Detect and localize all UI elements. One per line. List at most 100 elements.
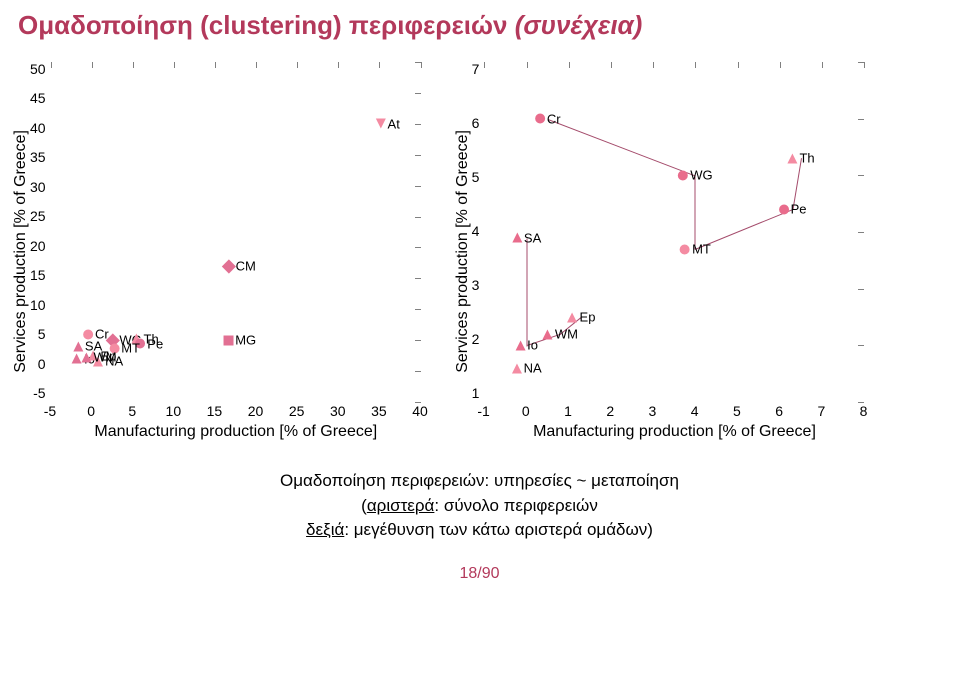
connector-segment bbox=[548, 119, 696, 177]
left-plot-area: AtCMMGCrWGThPeSAMTIoNAEpWM bbox=[50, 61, 422, 403]
right-plot-area: Cr WG Th Pe MT SA EpWM Io NA bbox=[483, 61, 865, 403]
x-tick-label: 7 bbox=[817, 403, 825, 419]
x-tick-label: 15 bbox=[207, 403, 223, 419]
data-point-label: CM bbox=[234, 259, 256, 274]
x-tick-label: 8 bbox=[860, 403, 868, 419]
data-point-label: NA bbox=[522, 361, 542, 376]
caption-line3-ul: δεξιά bbox=[306, 520, 344, 539]
data-point-label: WM bbox=[553, 327, 578, 342]
y-tick-label: 35 bbox=[30, 149, 46, 165]
marker-icon bbox=[512, 363, 522, 373]
left-y-axis-label: Services production [% of Greece] bbox=[10, 130, 30, 373]
marker-icon bbox=[535, 114, 545, 124]
y-tick-label: 50 bbox=[30, 61, 46, 77]
data-point: MT bbox=[680, 242, 711, 257]
caption-line2-c: : σύνολο περιφερειών bbox=[434, 496, 597, 515]
marker-icon bbox=[568, 312, 578, 322]
x-tick-label: 1 bbox=[564, 403, 572, 419]
y-tick-label: 30 bbox=[30, 179, 46, 195]
x-tick-label: 5 bbox=[128, 403, 136, 419]
caption-line2-ul: αριστερά bbox=[367, 496, 435, 515]
marker-icon bbox=[680, 244, 690, 254]
y-tick-label: 1 bbox=[472, 385, 480, 401]
data-point-label: Io bbox=[525, 338, 538, 353]
x-tick-label: 2 bbox=[606, 403, 614, 419]
right-chart: Services production [% of Greece] 7 6 5 4 3 2… bbox=[452, 61, 866, 441]
data-point: Io bbox=[515, 338, 538, 353]
title-part-b: (συνέχεια) bbox=[515, 10, 643, 40]
right-x-axis-label: Manufacturing production [% of Greece] bbox=[484, 421, 866, 441]
data-point-label: At bbox=[386, 116, 400, 131]
marker-icon bbox=[83, 329, 93, 339]
connector-segment bbox=[695, 176, 696, 250]
y-tick-label: 40 bbox=[30, 120, 46, 136]
data-point: MG bbox=[223, 333, 256, 348]
x-tick-label: 0 bbox=[87, 403, 95, 419]
y-tick-label: 3 bbox=[472, 277, 480, 293]
data-point-label: SA bbox=[522, 230, 541, 245]
x-tick-label: -1 bbox=[477, 403, 489, 419]
x-tick-label: 6 bbox=[775, 403, 783, 419]
right-y-ticks: 7 6 5 4 3 2 1 bbox=[472, 61, 484, 401]
y-tick-label: 7 bbox=[472, 61, 480, 77]
x-tick-label: 0 bbox=[522, 403, 530, 419]
data-point: WM bbox=[82, 350, 117, 365]
y-tick-label: 6 bbox=[472, 115, 480, 131]
left-x-ticks: -50510152025303540 bbox=[50, 403, 420, 421]
x-tick-label: 25 bbox=[289, 403, 305, 419]
connector-segment bbox=[526, 238, 527, 346]
y-tick-label: 15 bbox=[30, 267, 46, 283]
caption-line1: Ομαδοποίηση περιφερειών: υπηρεσίες ~ μετ… bbox=[280, 471, 679, 490]
data-point-label: Pe bbox=[145, 336, 163, 351]
x-tick-label: 40 bbox=[412, 403, 428, 419]
x-tick-label: 10 bbox=[166, 403, 182, 419]
marker-icon bbox=[376, 119, 386, 129]
data-point-label: Cr bbox=[545, 111, 561, 126]
marker-icon bbox=[787, 153, 797, 163]
marker-icon bbox=[543, 329, 553, 339]
x-tick-label: 30 bbox=[330, 403, 346, 419]
data-point: Ep bbox=[568, 310, 596, 325]
marker-icon bbox=[223, 335, 233, 345]
x-tick-label: -5 bbox=[44, 403, 56, 419]
data-point-label: WG bbox=[688, 168, 712, 183]
y-tick-label: 25 bbox=[30, 208, 46, 224]
data-point: CM bbox=[224, 259, 256, 274]
data-point: SA bbox=[512, 230, 541, 245]
left-x-axis-label: Manufacturing production [% of Greece] bbox=[50, 421, 422, 441]
right-y-axis-label: Services production [% of Greece] bbox=[452, 130, 472, 373]
marker-icon bbox=[82, 352, 92, 362]
y-tick-label: 5 bbox=[38, 326, 46, 342]
y-tick-label: 20 bbox=[30, 238, 46, 254]
marker-icon bbox=[678, 170, 688, 180]
left-y-ticks: 50454035302520151050-5 bbox=[30, 61, 50, 401]
data-point-label: MT bbox=[690, 242, 711, 257]
data-point-label: MG bbox=[233, 333, 256, 348]
data-point: NA bbox=[512, 361, 542, 376]
x-tick-label: 35 bbox=[371, 403, 387, 419]
x-tick-label: 4 bbox=[691, 403, 699, 419]
caption: Ομαδοποίηση περιφερειών: υπηρεσίες ~ μετ… bbox=[0, 441, 959, 543]
title-part-a: Ομαδοποίηση (clustering) περιφερειών bbox=[18, 10, 515, 40]
data-point: At bbox=[376, 116, 400, 131]
x-tick-label: 5 bbox=[733, 403, 741, 419]
y-tick-label: -5 bbox=[33, 385, 45, 401]
data-point-label: Th bbox=[797, 151, 814, 166]
y-tick-label: 10 bbox=[30, 297, 46, 313]
charts-row: Services production [% of Greece] 504540… bbox=[0, 41, 959, 441]
caption-line3-b: : μεγέθυνση των κάτω αριστερά ομάδων) bbox=[344, 520, 653, 539]
data-point-label: Ep bbox=[578, 310, 596, 325]
data-point-label: Pe bbox=[789, 202, 807, 217]
page-number: 18/90 bbox=[0, 543, 959, 583]
data-point: WG bbox=[678, 168, 712, 183]
marker-icon bbox=[512, 233, 522, 243]
y-tick-label: 45 bbox=[30, 90, 46, 106]
y-tick-label: 4 bbox=[472, 223, 480, 239]
data-point: Pe bbox=[779, 202, 807, 217]
y-tick-label: 0 bbox=[38, 356, 46, 372]
data-point: WM bbox=[543, 327, 578, 342]
data-point: Cr bbox=[535, 111, 561, 126]
y-tick-label: 2 bbox=[472, 331, 480, 347]
y-tick-label: 5 bbox=[472, 169, 480, 185]
x-tick-label: 20 bbox=[248, 403, 264, 419]
